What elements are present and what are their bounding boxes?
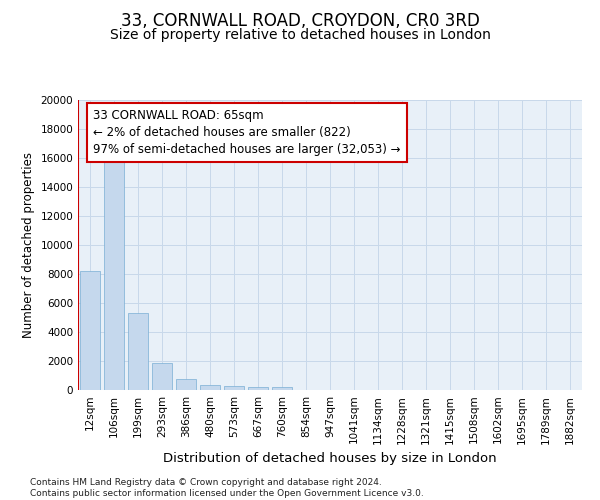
X-axis label: Distribution of detached houses by size in London: Distribution of detached houses by size … xyxy=(163,452,497,465)
Text: 33, CORNWALL ROAD, CROYDON, CR0 3RD: 33, CORNWALL ROAD, CROYDON, CR0 3RD xyxy=(121,12,479,30)
Bar xyxy=(128,313,148,390)
Bar xyxy=(104,150,124,390)
Bar xyxy=(152,363,172,390)
Bar xyxy=(248,386,268,390)
Text: Contains HM Land Registry data © Crown copyright and database right 2024.
Contai: Contains HM Land Registry data © Crown c… xyxy=(30,478,424,498)
Y-axis label: Number of detached properties: Number of detached properties xyxy=(22,152,35,338)
Bar xyxy=(224,386,244,390)
Text: Size of property relative to detached houses in London: Size of property relative to detached ho… xyxy=(110,28,490,42)
Text: 33 CORNWALL ROAD: 65sqm
← 2% of detached houses are smaller (822)
97% of semi-de: 33 CORNWALL ROAD: 65sqm ← 2% of detached… xyxy=(93,108,401,156)
Bar xyxy=(272,387,292,390)
Bar xyxy=(80,271,100,390)
Bar xyxy=(176,379,196,390)
Bar xyxy=(200,384,220,390)
